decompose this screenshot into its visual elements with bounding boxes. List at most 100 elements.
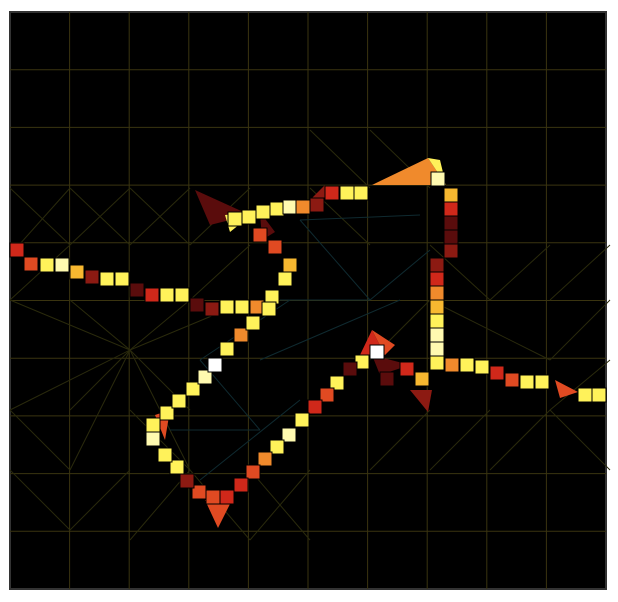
crack-triangle xyxy=(410,390,432,412)
crack-cell xyxy=(459,357,475,373)
crack-cell xyxy=(204,301,220,317)
crack-cell xyxy=(443,243,459,259)
crack-cell xyxy=(309,197,325,213)
mesh-line xyxy=(549,244,611,301)
mesh-line xyxy=(369,249,431,301)
crack-cell xyxy=(489,365,505,381)
crack-cell xyxy=(157,447,173,463)
crack-cell xyxy=(179,473,195,489)
crack-cell xyxy=(159,287,175,303)
crack-cell xyxy=(207,357,223,373)
crack-cell xyxy=(159,405,175,421)
mesh-line xyxy=(549,409,611,471)
mesh-line xyxy=(129,299,191,351)
crack-cell xyxy=(369,344,385,360)
mesh-line xyxy=(199,399,301,481)
mesh-line xyxy=(549,299,611,361)
crack-cell xyxy=(443,215,459,231)
crack-cell xyxy=(429,355,445,371)
mesh-line xyxy=(429,409,491,471)
crack-cell xyxy=(257,451,273,467)
mesh-line xyxy=(9,469,71,531)
mesh-line xyxy=(309,129,371,189)
mesh-line xyxy=(9,299,131,351)
crack-cell xyxy=(353,185,369,201)
crack-cell xyxy=(443,229,459,245)
crack-cell xyxy=(84,269,100,285)
crack-cell xyxy=(319,387,335,403)
crack-cell xyxy=(282,257,298,273)
mesh-line xyxy=(69,187,131,246)
mesh-line xyxy=(489,409,551,471)
crack-cell xyxy=(339,185,355,201)
crack-cell xyxy=(281,427,297,443)
mesh-line xyxy=(9,409,71,471)
crack-cell xyxy=(504,372,520,388)
crack-cell xyxy=(189,297,205,313)
mesh-line xyxy=(9,187,71,246)
crack-cell xyxy=(129,282,145,298)
crack-cell xyxy=(329,375,345,391)
crack-cell xyxy=(429,341,445,357)
crack-cell xyxy=(443,187,459,203)
crack-cell xyxy=(324,185,340,201)
crack-cell xyxy=(429,271,445,287)
mesh-line xyxy=(129,187,191,246)
crack-cell xyxy=(269,201,285,217)
crack-cell xyxy=(241,209,257,225)
crack-cells xyxy=(9,171,607,505)
crack-cell xyxy=(219,299,235,315)
mesh-line xyxy=(69,469,131,531)
crack-cell xyxy=(429,257,445,273)
mesh-line xyxy=(9,349,131,411)
crack-cell xyxy=(399,361,415,377)
crack-triangle xyxy=(372,158,446,185)
crack-cell xyxy=(233,477,249,493)
crack-cell xyxy=(23,256,39,272)
crack-cell xyxy=(429,285,445,301)
crack-cell xyxy=(174,287,190,303)
mesh-line xyxy=(249,469,311,541)
crack-cell xyxy=(245,315,261,331)
crack-cell xyxy=(145,417,161,433)
crack-cell xyxy=(379,371,395,387)
crack-cell xyxy=(294,412,310,428)
mesh-line xyxy=(69,349,131,411)
crack-cell xyxy=(233,327,249,343)
mesh-line xyxy=(429,299,551,361)
crack-cell xyxy=(205,489,221,505)
crack-cell xyxy=(429,327,445,343)
crack-triangle xyxy=(205,500,232,528)
mesh-line xyxy=(259,329,331,361)
crack-cell xyxy=(474,359,490,375)
crack-triangle xyxy=(372,330,395,355)
crack-cell xyxy=(197,369,213,385)
crack-cell xyxy=(227,211,243,227)
crack-cell xyxy=(219,341,235,357)
mesh-line xyxy=(69,299,131,351)
crack-cell xyxy=(414,371,430,387)
crack-cell xyxy=(144,287,160,303)
crack-cell xyxy=(591,387,607,403)
crack-cell xyxy=(169,459,185,475)
crack-cell xyxy=(282,199,298,215)
crack-cell xyxy=(255,204,271,220)
crack-cell xyxy=(9,242,25,258)
crack-cell xyxy=(171,393,187,409)
crack-cell xyxy=(577,387,593,403)
crack-cell xyxy=(245,464,261,480)
crack-cell xyxy=(219,489,235,505)
crack-cell xyxy=(267,239,283,255)
crack-cell xyxy=(295,199,311,215)
crack-cell xyxy=(443,201,459,217)
crack-cell xyxy=(39,257,55,273)
crack-cell xyxy=(234,299,250,315)
crack-cell xyxy=(534,374,550,390)
crack-cell xyxy=(430,171,446,187)
crack-cell xyxy=(277,271,293,287)
mesh-line xyxy=(429,244,491,301)
mesh-line xyxy=(299,219,371,301)
crack-cell xyxy=(429,313,445,329)
mesh-line xyxy=(329,299,401,331)
crack-cell xyxy=(191,484,207,500)
